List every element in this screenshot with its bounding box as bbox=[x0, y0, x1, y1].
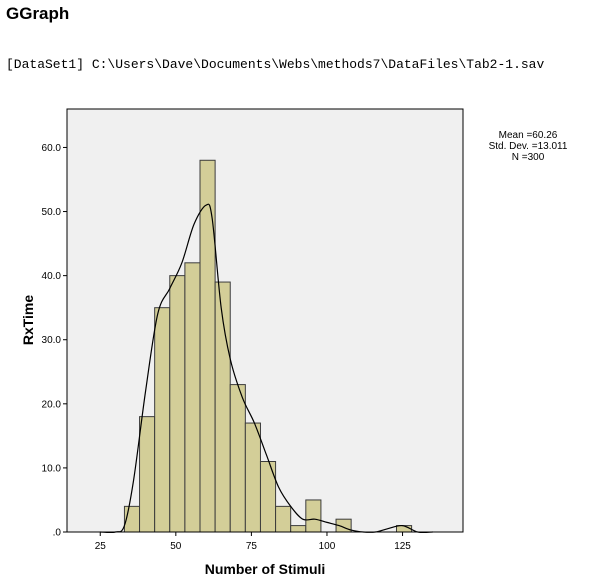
page-title: GGraph bbox=[6, 4, 70, 23]
x-axis-title: Number of Stimuli bbox=[205, 561, 326, 577]
summary-stats: Mean =60.26 Std. Dev. =13.011 N =300 bbox=[478, 130, 578, 163]
stat-n: N =300 bbox=[511, 152, 545, 163]
x-tick-label: 75 bbox=[246, 541, 258, 552]
x-tick-label: 50 bbox=[170, 541, 182, 552]
histogram-bar bbox=[169, 275, 186, 533]
y-tick-label: 20.0 bbox=[42, 399, 62, 410]
histogram-bar bbox=[290, 525, 307, 533]
stat-mean: Mean =60.26 bbox=[498, 130, 558, 141]
x-tick-label: 125 bbox=[394, 541, 411, 552]
dataset-path: [DataSet1] C:\Users\Dave\Documents\Webs\… bbox=[6, 57, 545, 72]
histogram-bar bbox=[154, 307, 171, 533]
histogram-bar bbox=[199, 159, 216, 533]
histogram-bar bbox=[244, 422, 261, 533]
histogram-bar bbox=[139, 416, 156, 533]
y-tick-label: 40.0 bbox=[42, 271, 62, 282]
histogram-bar bbox=[305, 499, 322, 533]
y-axis-ticks: .0 10.0 20.0 30.0 40.0 50.0 60.0 bbox=[42, 143, 67, 539]
x-axis-ticks: 25 50 75 100 125 bbox=[95, 532, 411, 552]
stat-std-dev: Std. Dev. =13.011 bbox=[488, 141, 568, 152]
y-tick-label: 50.0 bbox=[42, 207, 62, 218]
histogram-bar bbox=[275, 505, 292, 533]
y-axis-title: RxTime bbox=[20, 295, 36, 346]
y-tick-label: 60.0 bbox=[42, 143, 62, 154]
x-tick-label: 100 bbox=[319, 541, 336, 552]
histogram-bar bbox=[229, 384, 246, 533]
y-tick-label: 30.0 bbox=[42, 335, 62, 346]
y-tick-label: 10.0 bbox=[42, 463, 62, 474]
histogram-bar bbox=[259, 461, 277, 533]
y-tick-label: .0 bbox=[53, 528, 62, 539]
x-tick-label: 25 bbox=[95, 541, 107, 552]
bars-group bbox=[123, 159, 413, 533]
histogram-bar bbox=[184, 262, 201, 533]
plot-frame bbox=[66, 108, 464, 533]
